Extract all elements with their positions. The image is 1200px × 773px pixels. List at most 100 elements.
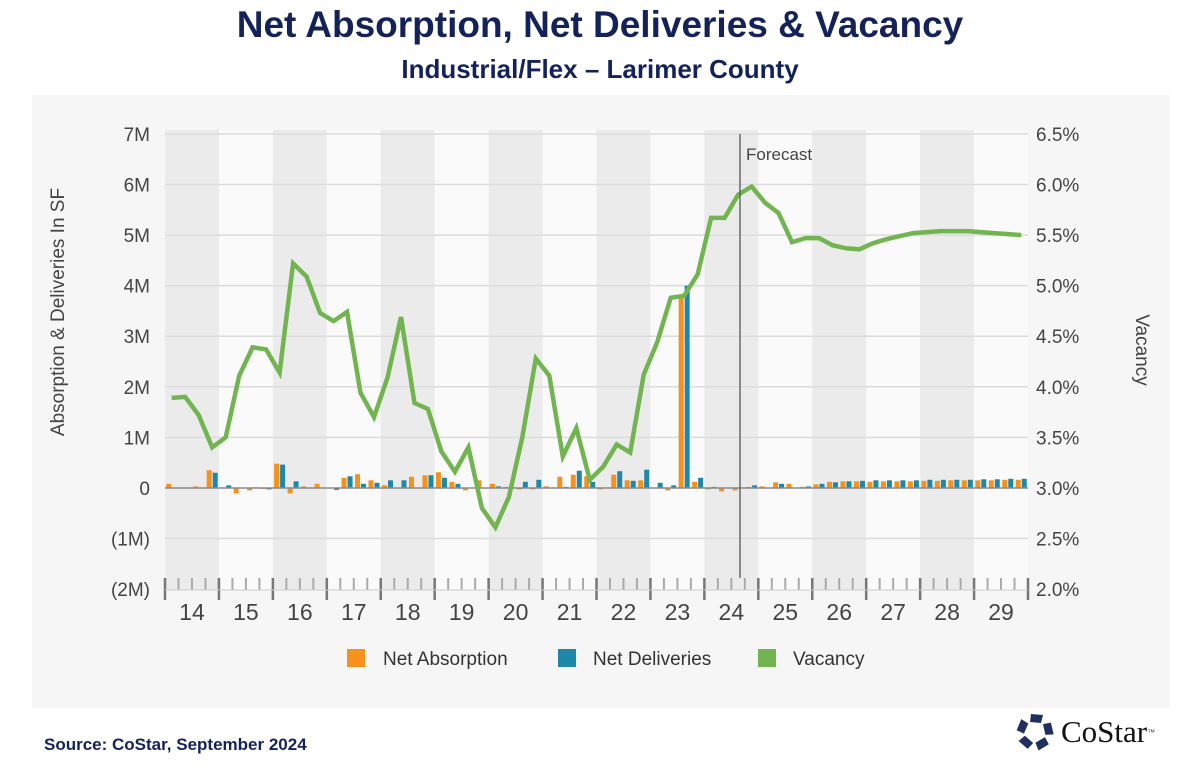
bar-net-absorption xyxy=(678,295,684,488)
bar-net-absorption xyxy=(557,476,563,488)
year-band xyxy=(488,130,543,578)
year-bands xyxy=(165,130,1028,590)
bar-net-deliveries xyxy=(806,486,812,488)
legend: Net Absorption Net Deliveries Vacancy xyxy=(347,649,865,670)
bar-net-deliveries xyxy=(832,482,838,488)
bar-net-absorption xyxy=(449,481,455,488)
y-tick-label: 4M xyxy=(124,277,150,298)
bar-net-absorption xyxy=(422,475,428,488)
bar-net-absorption xyxy=(314,483,320,488)
bar-net-absorption xyxy=(341,477,347,488)
bar-net-absorption xyxy=(462,487,468,491)
legend-swatch-vacancy xyxy=(758,649,776,667)
year-band xyxy=(974,130,1028,578)
bar-net-absorption xyxy=(1015,479,1021,488)
year-band xyxy=(758,130,813,578)
bar-net-deliveries xyxy=(347,476,353,488)
bar-net-deliveries xyxy=(779,483,785,488)
bar-net-deliveries xyxy=(226,485,232,488)
x-tick-label: 23 xyxy=(665,599,691,625)
bar-net-absorption xyxy=(408,476,414,488)
x-tick-label: 29 xyxy=(988,599,1014,625)
year-band xyxy=(165,130,219,578)
chart-subtitle: Industrial/Flex – Larimer County xyxy=(401,54,799,84)
bar-net-absorption xyxy=(233,487,239,494)
bar-net-absorption xyxy=(584,476,590,488)
bar-net-deliveries xyxy=(671,485,677,488)
legend-label-net-deliveries: Net Deliveries xyxy=(593,649,711,670)
bar-net-absorption xyxy=(975,480,981,488)
y2-tick-label: 6.5% xyxy=(1036,125,1079,146)
bar-net-deliveries xyxy=(522,481,528,488)
bar-net-deliveries xyxy=(576,470,582,488)
y2-axis-ticks: 2.0% 2.5% 3.0% 3.5% 4.0% 4.5% 5.0% 5.5% 6.0% 6.5% xyxy=(1036,125,1079,601)
y2-axis-label: Vacancy xyxy=(1131,314,1152,386)
bar-net-absorption xyxy=(907,481,913,488)
bar-net-deliveries xyxy=(873,480,879,488)
bar-net-absorption xyxy=(355,474,361,488)
bar-net-deliveries xyxy=(913,480,919,488)
bar-net-deliveries xyxy=(684,285,690,488)
x-tick-label: 20 xyxy=(503,599,529,625)
bar-net-absorption xyxy=(624,480,630,488)
y2-tick-label: 6.0% xyxy=(1036,176,1079,197)
y2-tick-label: 2.0% xyxy=(1036,580,1079,601)
bar-net-deliveries xyxy=(657,482,663,488)
bar-net-absorption xyxy=(570,474,576,488)
bar-net-deliveries xyxy=(387,480,393,488)
y-axis-label: Absorption & Deliveries In SF xyxy=(48,188,69,436)
bar-net-deliveries xyxy=(752,485,758,488)
bar-net-absorption xyxy=(786,483,792,488)
x-tick-label: 22 xyxy=(611,599,637,625)
bar-net-absorption xyxy=(880,481,886,488)
year-band xyxy=(704,130,759,578)
bar-net-absorption xyxy=(193,486,199,488)
y2-tick-label: 4.0% xyxy=(1036,378,1079,399)
x-tick-label: 26 xyxy=(826,599,852,625)
bar-net-deliveries xyxy=(1008,478,1014,488)
vacancy-line-group xyxy=(171,183,1022,532)
y-axis-ticks: (2M) (1M) 0 1M 2M 3M 4M 5M 6M 7M xyxy=(111,125,150,601)
bar-net-absorption xyxy=(759,486,765,488)
bar-net-deliveries xyxy=(441,477,447,488)
bar-net-absorption xyxy=(1002,479,1008,488)
bar-net-absorption xyxy=(853,481,859,488)
bar-net-deliveries xyxy=(361,483,367,488)
bar-net-absorption xyxy=(961,480,967,488)
x-tick-label: 14 xyxy=(179,599,205,625)
bar-net-absorption xyxy=(813,484,819,488)
y-tick-label: 7M xyxy=(124,125,150,146)
bar-net-deliveries xyxy=(280,464,286,488)
x-tick-label: 19 xyxy=(449,599,475,625)
y2-tick-label: 4.5% xyxy=(1036,327,1079,348)
y-tick-label: 1M xyxy=(124,428,150,449)
y-tick-label: 0 xyxy=(139,479,150,500)
y-tick-label: 5M xyxy=(124,226,150,247)
bar-net-absorption xyxy=(166,483,172,488)
bar-net-absorption xyxy=(934,480,940,488)
y2-tick-label: 5.0% xyxy=(1036,277,1079,298)
costar-star-icon xyxy=(1016,714,1054,751)
year-band xyxy=(542,130,597,578)
year-band xyxy=(650,130,705,578)
bar-net-deliveries xyxy=(698,477,704,488)
x-tick-label: 21 xyxy=(557,599,583,625)
bar-net-absorption xyxy=(611,474,617,488)
bar-net-absorption xyxy=(921,480,927,488)
year-band xyxy=(434,130,489,578)
bar-net-deliveries xyxy=(374,482,380,488)
gridlines xyxy=(165,133,1028,540)
bar-net-absorption xyxy=(826,481,832,488)
bar-net-deliveries xyxy=(981,479,987,488)
bar-net-deliveries xyxy=(954,479,960,488)
chart-title: Net Absorption, Net Deliveries & Vacancy xyxy=(236,4,964,45)
y-tick-label: 6M xyxy=(124,176,150,197)
bar-net-absorption xyxy=(489,483,495,488)
y-tick-label: 3M xyxy=(124,327,150,348)
x-axis: 14 15 16 17 18 19 20 21 22 23 24 25 26 27 28 29 xyxy=(163,578,1030,625)
year-band xyxy=(866,130,921,578)
y2-tick-label: 2.5% xyxy=(1036,529,1079,550)
bar-net-deliveries xyxy=(293,481,299,488)
y2-tick-label: 5.5% xyxy=(1036,226,1079,247)
y-tick-label: 2M xyxy=(124,378,150,399)
